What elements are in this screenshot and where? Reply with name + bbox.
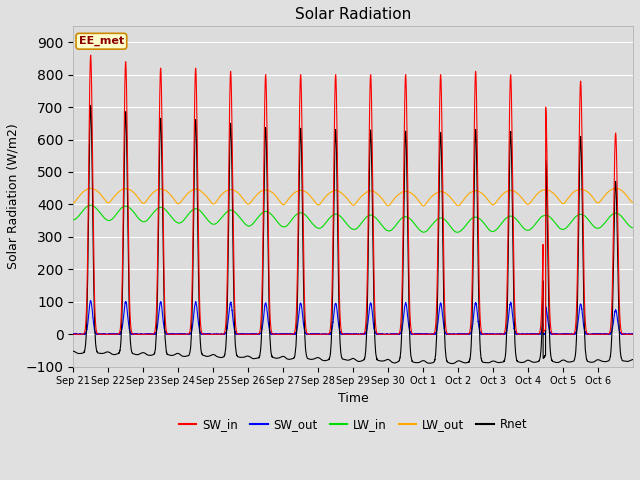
Line: SW_in: SW_in	[73, 55, 633, 334]
LW_in	[507, 213, 515, 219]
SW_in	[534, 331, 542, 337]
SW_in	[87, 52, 95, 58]
LW_out	[534, 190, 542, 196]
Title: Solar Radiation: Solar Radiation	[295, 7, 412, 22]
Rnet	[534, 359, 542, 364]
Rnet	[507, 132, 515, 137]
LW_in	[629, 225, 637, 231]
LW_in	[186, 210, 193, 216]
LW_in	[69, 217, 77, 223]
SW_out	[629, 331, 637, 337]
Rnet	[549, 359, 557, 364]
SW_out	[507, 301, 515, 307]
SW_in	[595, 331, 602, 337]
LW_out	[420, 203, 428, 209]
LW_out	[507, 188, 515, 193]
SW_in	[404, 210, 412, 216]
LW_in	[87, 203, 95, 208]
SW_out	[69, 331, 77, 337]
SW_in	[69, 331, 77, 337]
Rnet	[629, 357, 637, 362]
SW_in	[507, 73, 515, 79]
SW_out	[186, 331, 193, 337]
Line: LW_in: LW_in	[73, 205, 633, 232]
SW_out	[549, 331, 557, 337]
Rnet	[87, 103, 95, 108]
SW_in	[549, 331, 557, 337]
LW_out	[86, 185, 94, 191]
Text: EE_met: EE_met	[79, 36, 124, 47]
LW_out	[549, 190, 557, 196]
Y-axis label: Solar Radiation (W/m2): Solar Radiation (W/m2)	[7, 123, 20, 269]
SW_in	[186, 330, 193, 336]
Line: LW_out: LW_out	[73, 188, 633, 206]
SW_out	[374, 331, 382, 337]
LW_out	[69, 200, 77, 205]
SW_out	[87, 298, 95, 304]
SW_in	[374, 331, 382, 337]
LW_out	[629, 200, 637, 205]
Line: Rnet: Rnet	[73, 106, 633, 363]
LW_in	[549, 217, 557, 223]
LW_out	[374, 192, 382, 197]
LW_in	[534, 217, 542, 223]
Legend: SW_in, SW_out, LW_in, LW_out, Rnet: SW_in, SW_out, LW_in, LW_out, Rnet	[174, 414, 532, 436]
Rnet	[448, 360, 456, 366]
LW_in	[404, 215, 412, 220]
Rnet	[404, 251, 412, 257]
LW_out	[186, 189, 193, 195]
SW_out	[534, 331, 542, 337]
LW_in	[454, 229, 461, 235]
SW_in	[629, 331, 637, 337]
Rnet	[69, 348, 77, 354]
X-axis label: Time: Time	[338, 392, 369, 405]
Rnet	[374, 358, 382, 363]
Line: SW_out: SW_out	[73, 301, 633, 334]
LW_in	[374, 217, 382, 223]
SW_out	[404, 316, 412, 322]
LW_out	[404, 189, 412, 194]
Rnet	[186, 351, 193, 357]
